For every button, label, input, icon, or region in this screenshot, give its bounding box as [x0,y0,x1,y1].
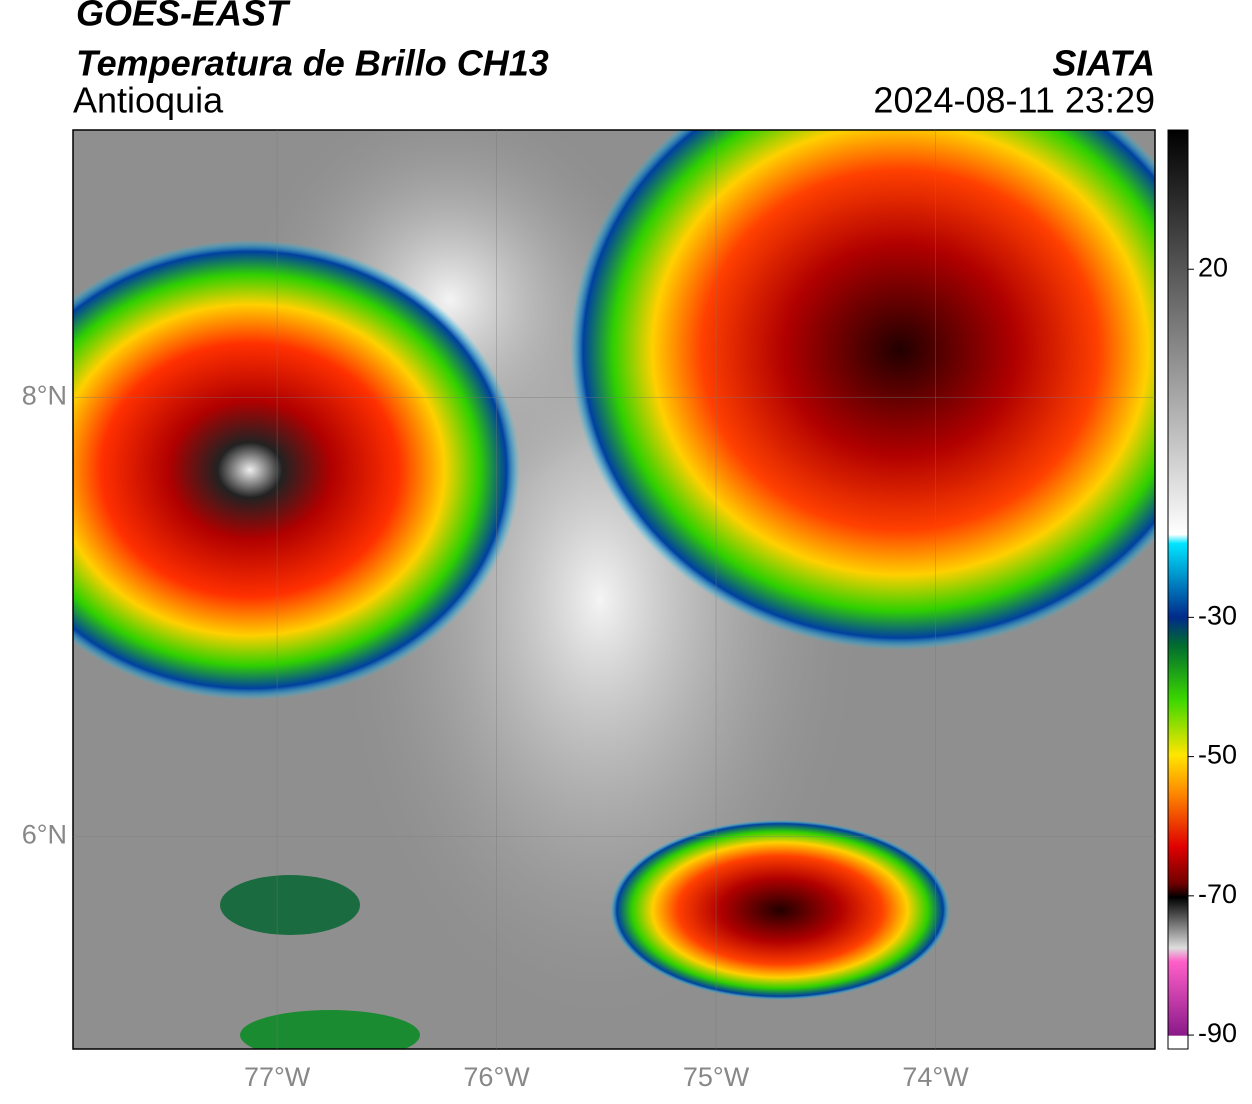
colorbar-label: -70 [1198,879,1237,909]
x-tick-label: 77°W [244,1062,311,1092]
satellite-image [73,130,1155,1049]
colorbar-label: -30 [1198,600,1237,630]
region: Antioquia [73,80,224,121]
title: GOES-EAST [76,0,291,34]
colorbar [1167,129,1189,1050]
y-tick-label: 6°N [22,819,67,849]
source: SIATA [1052,43,1155,84]
colorbar-label: 20 [1198,252,1228,282]
y-tick-label: 8°N [22,381,67,411]
x-tick-label: 76°W [463,1062,530,1092]
ticks: 77°W 76°W 75°W 74°W 8°N 6°N 20 -30 -50 -70 -90 [22,130,1237,1092]
map-frame [72,129,1156,1050]
x-tick-label: 74°W [902,1062,969,1092]
datetime: 2024-08-11 23:29 [873,80,1155,121]
subtitle: Temperatura de Brillo CH13 [76,43,549,84]
x-tick-label: 75°W [683,1062,750,1092]
colorbar-label: -50 [1198,740,1237,770]
colorbar-label: -90 [1198,1018,1237,1048]
